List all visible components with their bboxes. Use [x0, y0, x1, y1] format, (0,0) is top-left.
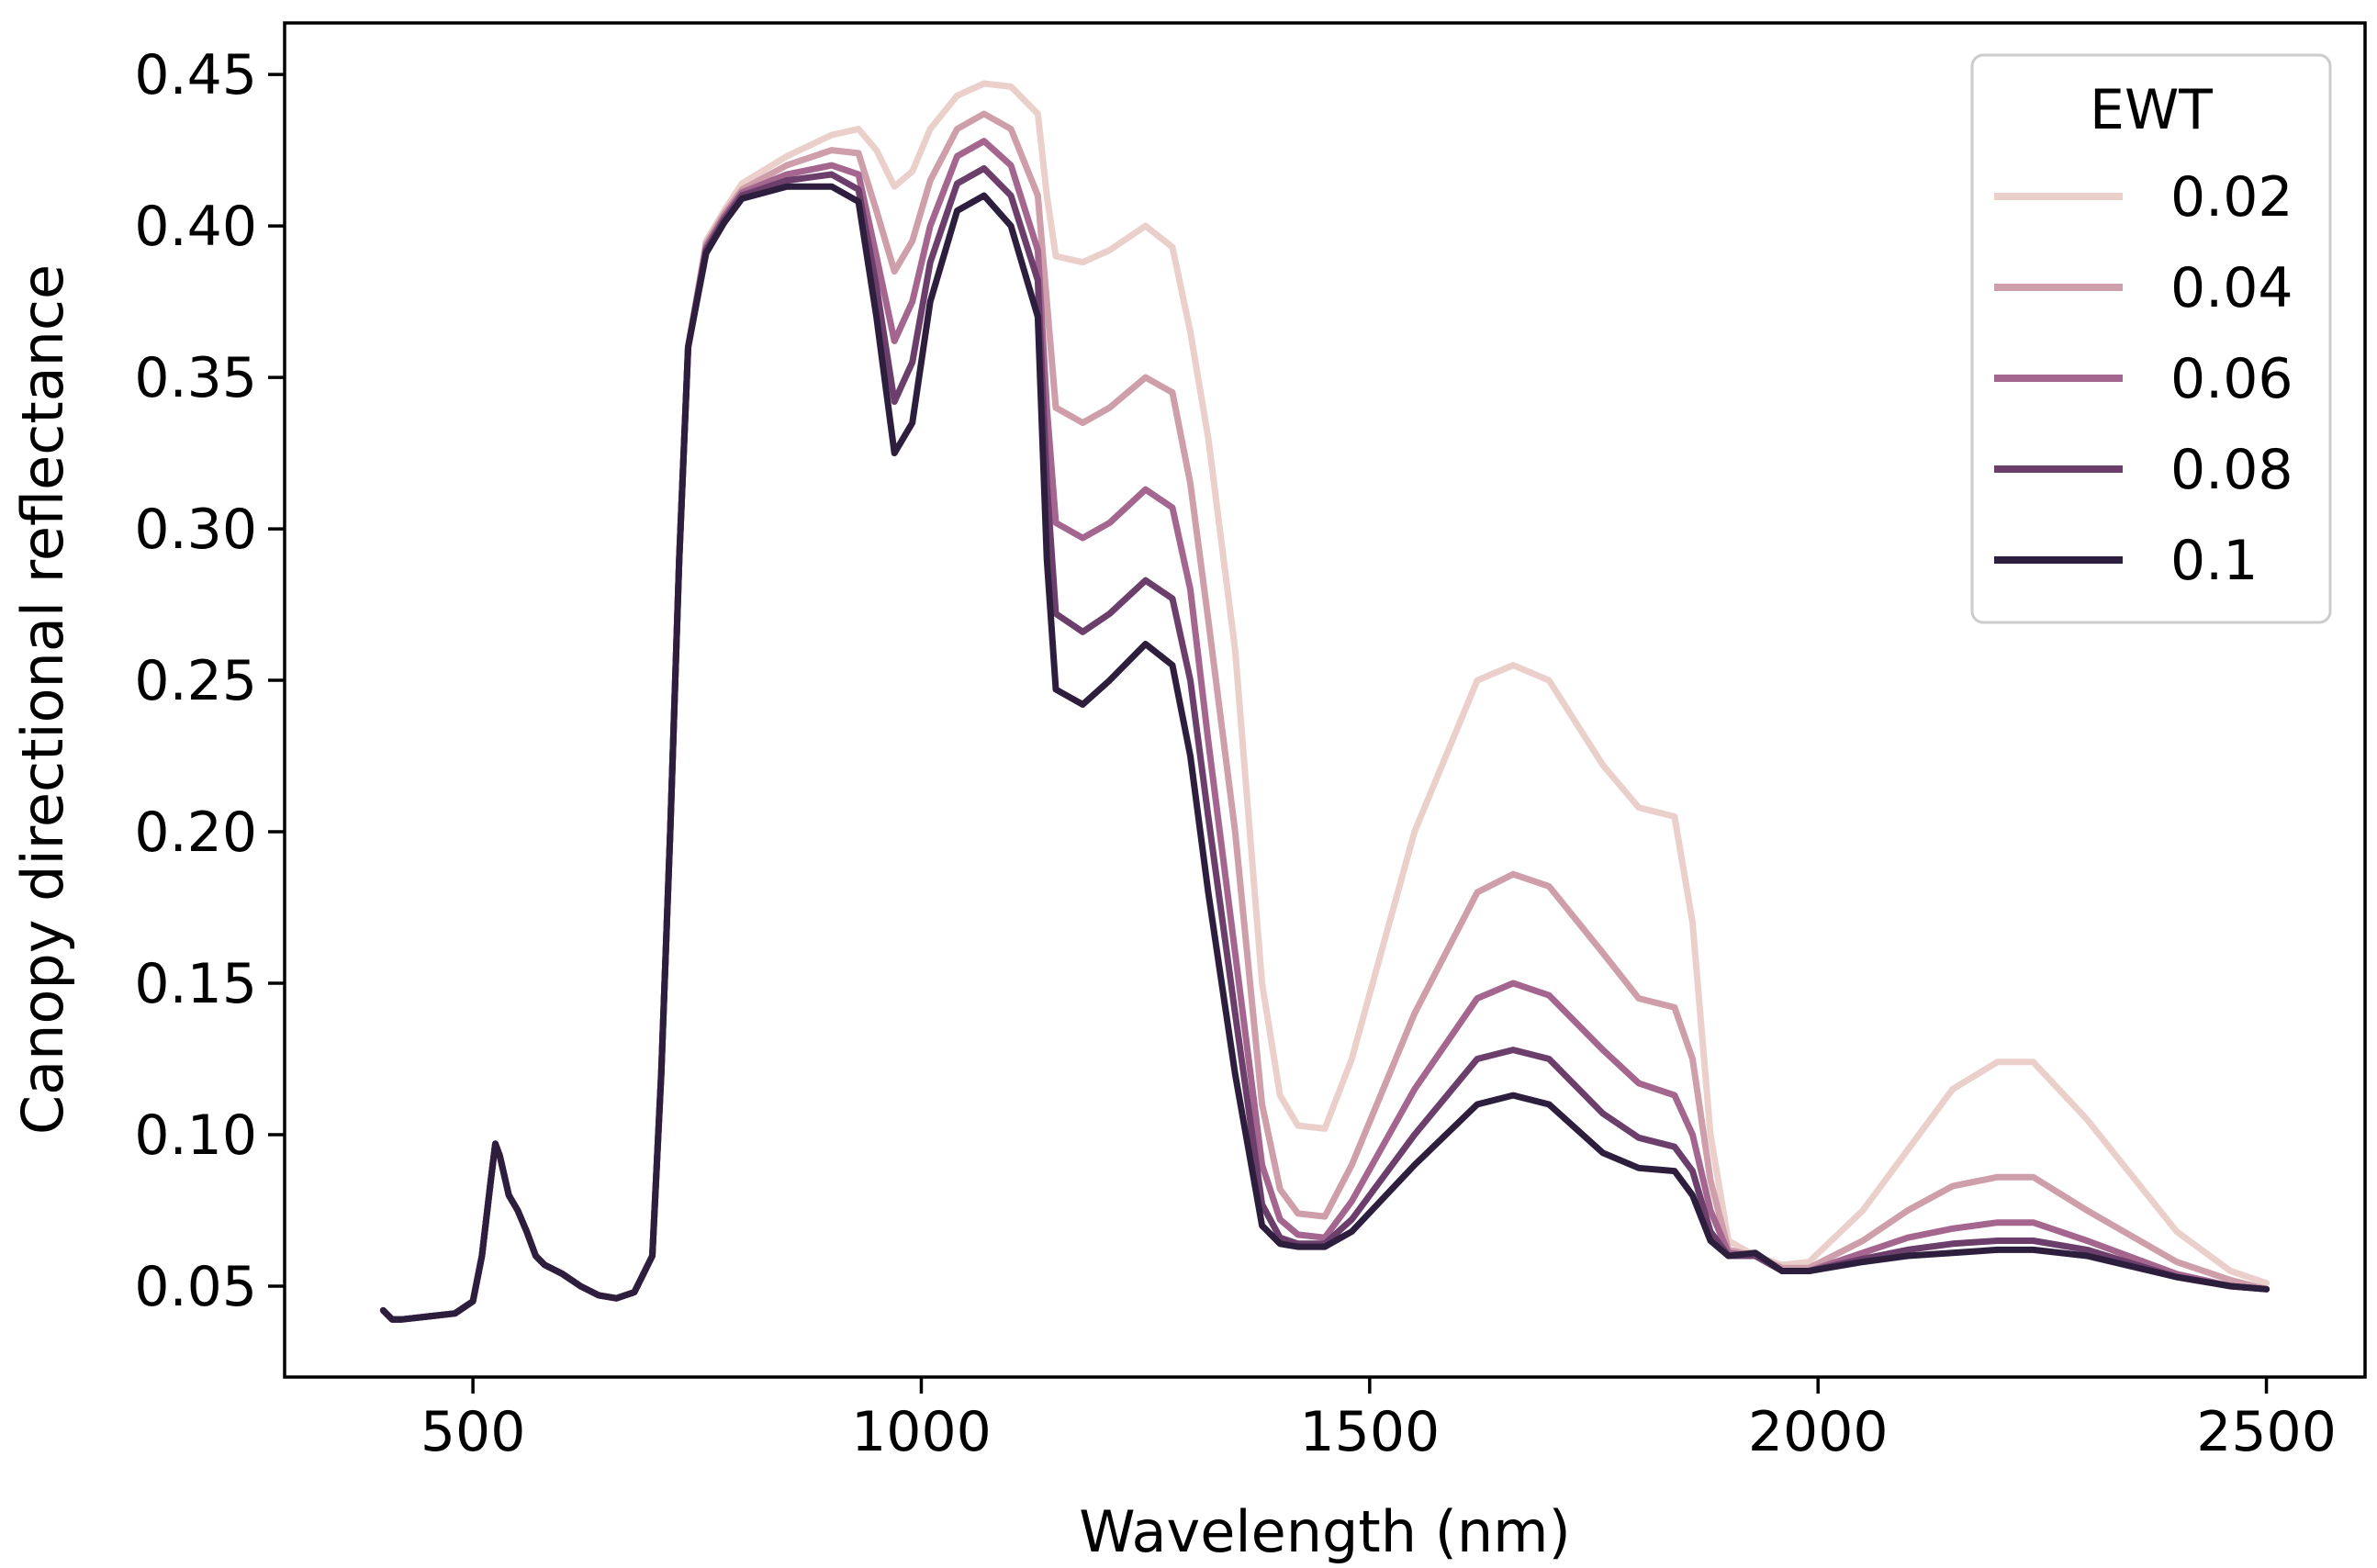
y-tick-label: 0.10: [134, 1103, 257, 1168]
legend-title: EWT: [2090, 78, 2213, 142]
legend-label-1: 0.04: [2170, 256, 2293, 320]
y-tick-label: 0.40: [134, 195, 257, 259]
y-tick-label: 0.15: [134, 952, 257, 1016]
legend-label-4: 0.1: [2170, 529, 2258, 593]
legend-label-2: 0.06: [2170, 347, 2293, 411]
x-axis-label: Wavelength (nm): [1079, 1498, 1571, 1565]
x-tick-label: 1000: [851, 1400, 992, 1464]
legend-label-3: 0.08: [2170, 438, 2293, 502]
x-axis: 500 1000 1500 2000 2500: [420, 1377, 2337, 1464]
x-tick-label: 1500: [1299, 1400, 1440, 1464]
y-tick-label: 0.45: [134, 43, 257, 107]
series-line-4: [379, 183, 2270, 1323]
x-tick-label: 500: [420, 1400, 526, 1464]
legend-label-0: 0.02: [2170, 165, 2293, 230]
y-tick-label: 0.25: [134, 649, 257, 713]
y-tick-label: 0.30: [134, 498, 257, 562]
plot-frame: [283, 21, 2367, 1379]
y-tick-label: 0.05: [134, 1255, 257, 1319]
x-tick-label: 2000: [1748, 1400, 1889, 1464]
series-layer: [379, 80, 2270, 1323]
y-axis: 0.05 0.10 0.15 0.20 0.25 0.30 0.35 0.40 0.45: [134, 43, 285, 1319]
y-tick-label: 0.35: [134, 346, 257, 410]
y-tick-label: 0.20: [134, 801, 257, 865]
y-axis-label: Canopy directional reflectance: [9, 264, 76, 1135]
legend-entries: 0.02 0.04 0.06 0.08 0.1: [1994, 165, 2293, 593]
legend: EWT 0.02 0.04 0.06 0.08 0.1: [1970, 53, 2332, 624]
x-tick-label: 2500: [2196, 1400, 2337, 1464]
